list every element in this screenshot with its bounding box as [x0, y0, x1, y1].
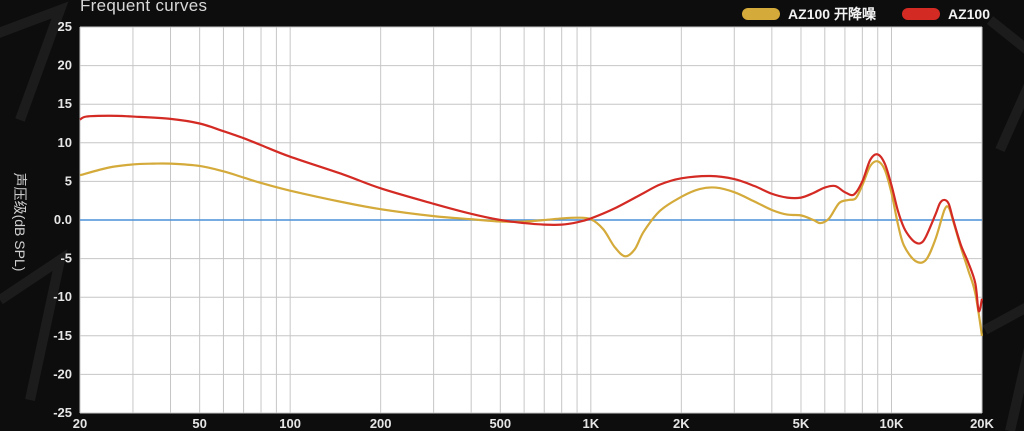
x-tick-label: 1K: [583, 416, 600, 431]
x-tick-label: 100: [279, 416, 301, 431]
legend-item-anc: AZ100 开降噪: [742, 4, 876, 24]
x-tick-label: 20: [73, 416, 87, 431]
x-tick-label: 200: [370, 416, 392, 431]
x-tick-label: 10K: [880, 416, 904, 431]
legend-swatch-default: [901, 8, 940, 20]
y-tick-label: 5: [65, 173, 72, 188]
series-line-az100: [79, 114, 984, 313]
legend-swatch-anc: [742, 8, 781, 20]
y-tick-label: -20: [53, 366, 72, 381]
y-tick-label: -10: [53, 289, 72, 304]
y-tick-label: 20: [58, 58, 72, 73]
y-tick-label: -25: [53, 405, 72, 420]
y-tick-label: -5: [60, 251, 72, 266]
y-tick-label: 10: [58, 135, 72, 150]
legend: AZ100 开降噪 AZ100: [742, 4, 990, 24]
legend-label-default: AZ100: [947, 6, 990, 22]
x-tick-label: 5K: [793, 416, 810, 431]
series-line-az100-anc: [79, 160, 984, 336]
x-tick-label: 50: [192, 416, 206, 431]
y-tick-label: 25: [58, 19, 72, 34]
chart-title: Frequent curves: [80, 0, 208, 15]
x-tick-label: 20K: [970, 416, 994, 431]
y-tick-label: 0.0: [54, 212, 72, 227]
x-tick-label: 500: [489, 416, 511, 431]
legend-item-default: AZ100: [901, 6, 990, 22]
y-tick-label: 15: [58, 96, 72, 111]
x-tick-label: 2K: [673, 416, 690, 431]
y-tick-label: -15: [53, 328, 72, 343]
legend-label-anc: AZ100 开降噪: [788, 6, 876, 22]
